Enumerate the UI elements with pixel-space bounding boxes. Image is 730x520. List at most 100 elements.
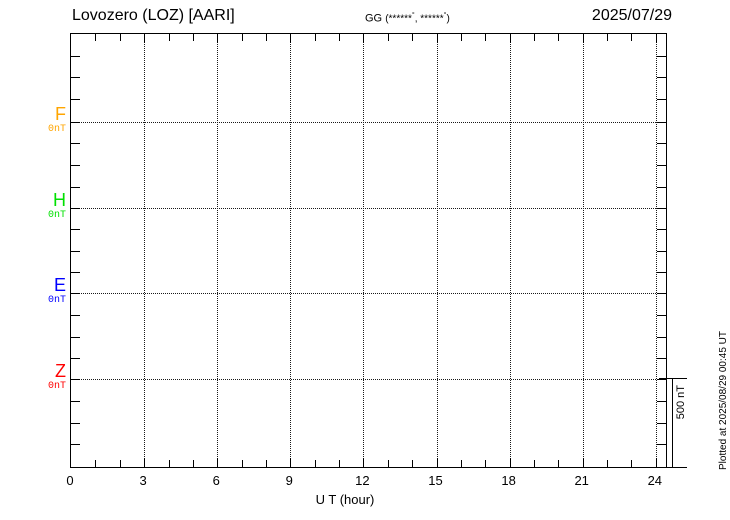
xtick-label-9: 9 [285,473,293,488]
axis-tick-top [265,34,267,41]
component-baseline-f: 0nT [47,124,66,135]
axis-tick-top [119,34,121,41]
axis-tick-left [71,208,80,209]
xtick-label-6: 6 [212,473,220,488]
xtick-label-24: 24 [647,473,663,488]
axis-tick-right [657,272,666,273]
plot-date: 2025/07/29 [591,7,672,24]
gridline-vertical-12 [363,34,365,467]
geographic-coordinates: GG (******°, ******°) [365,12,450,25]
xtick-label-0: 0 [66,473,74,488]
axis-tick-left [71,250,80,252]
gg-latitude-value: ****** [388,13,412,25]
axis-tick-bottom [655,458,657,467]
axis-tick-right [657,358,666,359]
axis-tick-top [144,34,146,43]
xtick-label-3: 3 [139,473,147,488]
axis-tick-top [436,34,438,43]
axis-tick-left [71,122,80,123]
axis-tick-right [657,143,666,144]
axis-tick-left [71,77,80,78]
gridline-baseline-z [71,379,666,380]
gg-close-paren: ) [446,13,450,25]
xtick-label-21: 21 [574,473,589,488]
gg-longitude-value: ****** [420,13,444,25]
xtick-label-15: 15 [428,473,443,488]
axis-tick-left [71,272,80,273]
gridline-baseline-f [71,122,666,123]
axis-tick-left [71,98,80,100]
axis-tick-left [71,336,80,338]
axis-tick-right [657,55,666,57]
gg-prefix-label: GG [365,12,383,25]
x-axis-title-container: U T (hour) [0,492,730,507]
gridline-vertical-21 [582,34,584,467]
axis-tick-bottom [387,460,389,467]
gridline-baseline-e [71,293,666,294]
axis-tick-bottom [192,460,194,467]
axis-tick-right [657,444,666,445]
axis-tick-bottom [460,460,462,467]
axis-tick-right [657,401,666,402]
axis-tick-right [657,229,666,230]
axis-tick-top [363,34,365,43]
station-title: Lovozero (LOZ) [AARI] [72,7,235,24]
axis-tick-top [339,34,340,41]
axis-tick-bottom [217,458,219,467]
axis-tick-bottom [314,460,316,467]
gridline-vertical-15 [436,34,438,467]
axis-tick-left [71,229,80,230]
axis-tick-right [657,98,666,100]
axis-tick-top [241,34,243,41]
axis-tick-top [290,34,292,43]
axis-tick-bottom [509,458,511,467]
axis-tick-left [71,293,80,294]
axis-tick-bottom [144,458,146,467]
axis-tick-right [657,122,666,123]
gg-longitude-degree-icon: ° [443,12,447,19]
axis-tick-bottom [607,460,609,467]
axis-tick-left [71,358,80,359]
component-label-e: E 0nT [26,276,66,306]
axis-tick-bottom [558,460,560,467]
axis-tick-top [509,34,511,43]
axis-tick-bottom [412,460,414,467]
axis-tick-top [582,34,584,43]
axis-tick-bottom [485,460,487,467]
scale-bar-label-container: 500 nT [675,351,687,419]
axis-tick-top [387,34,389,41]
axis-tick-bottom [95,460,97,467]
axis-tick-top [534,34,535,41]
scale-bar-label: 500 nT [675,385,687,420]
axis-tick-top [217,34,219,43]
axis-tick-top [655,34,657,43]
axis-tick-bottom [363,458,365,467]
axis-tick-bottom [534,460,535,467]
axis-tick-bottom [168,460,170,467]
component-label-f: F 0nT [26,105,66,135]
gg-latitude-degree-icon: ° [411,12,415,19]
component-letter-h: H [53,190,66,210]
axis-tick-bottom [436,458,438,467]
scale-bar [659,378,687,468]
axis-tick-left [71,422,80,424]
axis-tick-bottom [265,460,267,467]
scale-bar-bottom-cap [659,467,687,468]
component-label-h: H 0nT [26,191,66,221]
xtick-label-18: 18 [501,473,516,488]
axis-tick-right [657,186,666,188]
axis-tick-left [71,165,80,166]
axis-tick-right [657,315,666,316]
axis-tick-right [657,208,666,209]
axis-tick-top [412,34,414,41]
gridline-vertical-6 [217,34,219,467]
x-axis-title: U T (hour) [315,492,375,507]
axis-tick-left [71,379,80,380]
axis-tick-right [657,293,666,294]
axis-tick-left [71,444,80,445]
axis-tick-bottom [119,460,121,467]
axis-tick-left [71,55,80,57]
axis-tick-left [71,186,80,188]
axis-tick-right [657,422,666,424]
